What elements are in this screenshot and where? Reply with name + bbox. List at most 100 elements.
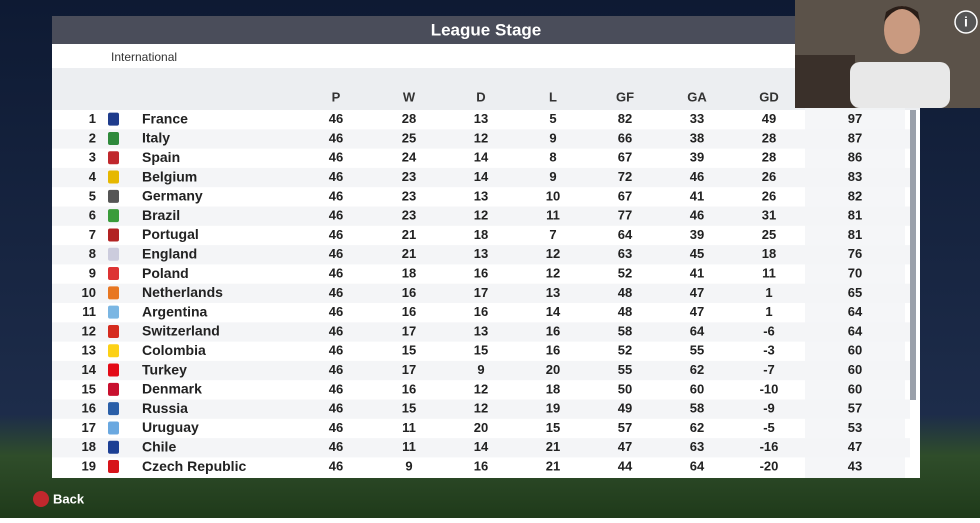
cell: 13: [546, 285, 560, 300]
flag: [108, 286, 119, 300]
webcam-hair: [884, 6, 920, 22]
cell: 25: [402, 130, 416, 145]
cell: 46: [329, 439, 343, 454]
cell: 41: [690, 188, 704, 203]
cell: 41: [690, 265, 704, 280]
cell: 21: [402, 246, 416, 261]
team-name: Colombia: [142, 342, 206, 358]
cell: 23: [402, 169, 416, 184]
rank: 19: [82, 458, 96, 473]
cell: 16: [546, 323, 560, 338]
cell: 18: [762, 246, 776, 261]
cell: 46: [329, 130, 343, 145]
cell: 12: [474, 401, 488, 416]
cell: 50: [618, 381, 632, 396]
team-name: Poland: [142, 265, 189, 281]
cell: 47: [848, 439, 862, 454]
column-header: GA: [687, 89, 707, 104]
cell: -16: [760, 439, 779, 454]
column-header: P: [332, 89, 341, 104]
cell: 48: [618, 304, 632, 319]
cell: -9: [763, 401, 775, 416]
cell: 26: [762, 169, 776, 184]
flag: [108, 382, 119, 396]
cell: 16: [474, 458, 488, 473]
cell: 46: [329, 188, 343, 203]
cell: 28: [402, 111, 416, 126]
cell: 16: [402, 381, 416, 396]
rank: 5: [89, 188, 96, 203]
cell: 23: [402, 208, 416, 223]
team-name: Netherlands: [142, 284, 223, 300]
flag: [108, 363, 119, 377]
cell: 15: [474, 343, 488, 358]
cell: 28: [762, 130, 776, 145]
cell: 52: [618, 265, 632, 280]
webcam-person-head: [884, 6, 920, 54]
cell: 60: [848, 343, 862, 358]
cell: 83: [848, 169, 862, 184]
flag: [108, 228, 119, 242]
cell: 63: [618, 246, 632, 261]
cell: 16: [546, 343, 560, 358]
cell: 24: [402, 150, 417, 165]
cell: 46: [329, 169, 343, 184]
cell: 12: [546, 265, 560, 280]
cell: 46: [329, 458, 343, 473]
cell: 63: [690, 439, 704, 454]
info-label[interactable]: i: [964, 14, 968, 30]
cell: 49: [762, 111, 776, 126]
cell: 11: [762, 265, 776, 280]
cell: 46: [329, 265, 343, 280]
team-name: Portugal: [142, 226, 199, 242]
flag: [108, 421, 119, 435]
cell: 47: [690, 304, 704, 319]
flag: [108, 344, 119, 358]
cell: -6: [763, 323, 775, 338]
cell: -5: [763, 420, 775, 435]
flag: [108, 170, 119, 184]
cell: 64: [848, 304, 863, 319]
column-header: D: [476, 89, 485, 104]
cell: 46: [329, 304, 343, 319]
cell: 9: [405, 458, 412, 473]
cell: 1: [765, 304, 772, 319]
cell: 62: [690, 362, 704, 377]
column-header: GD: [759, 89, 779, 104]
cell: 21: [546, 439, 560, 454]
rows: 1 France 46 28 13 5 82 33 49 972 Italy 46 25 12 9 66 38 2…: [52, 110, 910, 474]
cell: 11: [402, 439, 416, 454]
back-icon[interactable]: [33, 491, 49, 507]
cell: 23: [402, 188, 416, 203]
cell: 8: [549, 150, 556, 165]
cell: 60: [848, 362, 862, 377]
webcam-person-body: [850, 62, 950, 108]
cell: 47: [618, 439, 632, 454]
team-name: Belgium: [142, 168, 197, 184]
cell: 72: [618, 169, 632, 184]
scrollbar[interactable]: [910, 110, 916, 400]
cell: 45: [690, 246, 704, 261]
cell: 65: [848, 285, 862, 300]
cell: 17: [474, 285, 488, 300]
cell: 18: [546, 381, 560, 396]
column-header: GF: [616, 89, 634, 104]
cell: 66: [618, 130, 632, 145]
cell: 15: [402, 401, 416, 416]
cell: 16: [474, 304, 488, 319]
cell: 20: [474, 420, 488, 435]
back-button[interactable]: Back: [53, 491, 85, 506]
cell: 55: [690, 343, 704, 358]
cell: 97: [848, 111, 862, 126]
rank: 13: [82, 343, 96, 358]
info-icon[interactable]: [954, 10, 978, 34]
row-stripe: [52, 360, 910, 381]
cell: 13: [474, 188, 488, 203]
cell: 12: [474, 208, 488, 223]
cell: 60: [690, 381, 704, 396]
cell: 14: [474, 439, 489, 454]
cell: 87: [848, 130, 862, 145]
flag: [108, 402, 119, 416]
team-name: Italy: [142, 130, 170, 146]
cell: 86: [848, 150, 862, 165]
